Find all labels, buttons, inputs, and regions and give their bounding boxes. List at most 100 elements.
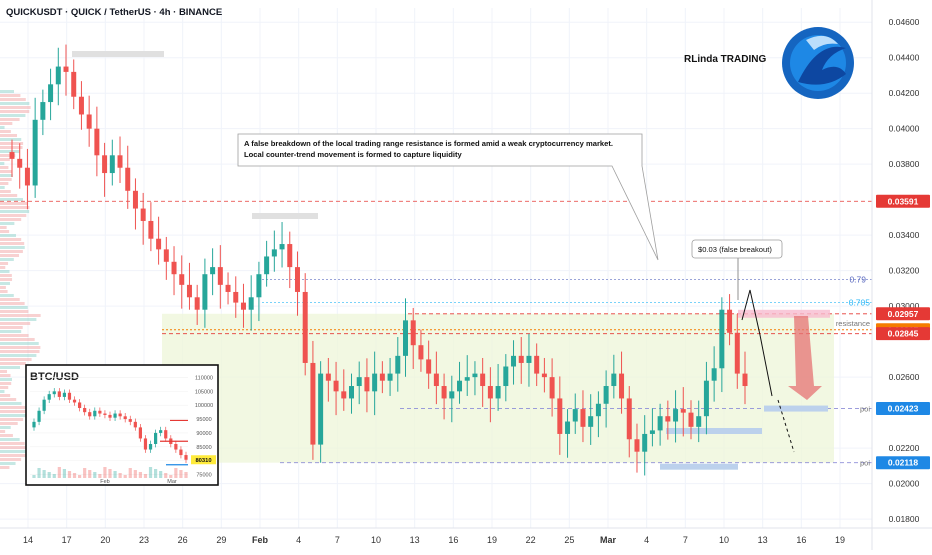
candle-body [511, 355, 517, 367]
btc-tick-label: 85000 [196, 445, 211, 451]
btc-volume-bar [113, 471, 117, 478]
volume-profile-bar [0, 154, 16, 157]
poi-highlight [660, 463, 738, 470]
price-tick-label: 0.04200 [889, 88, 920, 98]
volume-profile-bar [0, 110, 30, 113]
candle-body [541, 373, 547, 378]
time-tick-label: 19 [835, 535, 845, 545]
volume-profile-bar [0, 418, 24, 421]
candle-body [40, 102, 46, 120]
candle-body [310, 362, 316, 445]
note-line-1: A false breakdown of the local trading r… [244, 139, 613, 148]
btc-volume-bar [32, 475, 36, 478]
candle-body [78, 96, 84, 115]
candle-body [649, 430, 655, 434]
candle-body [341, 391, 347, 399]
btc-volume-bar [164, 473, 168, 478]
btc-volume-bar [154, 469, 158, 478]
volume-profile-bar [0, 270, 10, 273]
volume-profile-bar [0, 402, 22, 405]
volume-profile-bar [0, 194, 18, 197]
btc-candle-body [143, 438, 148, 450]
price-tick-label: 0.02600 [889, 372, 920, 382]
price-tick-label: 0.03000 [889, 301, 920, 311]
price-tag-label: 0.03591 [888, 196, 919, 206]
btc-volume-bar [123, 475, 127, 478]
price-tag-label: 0.02423 [888, 404, 919, 414]
annotations: 0.79 0.705 resistance poi poi [737, 258, 870, 468]
time-tick-label: 25 [564, 535, 574, 545]
btc-volume-bar [184, 472, 188, 478]
volume-profile-bar [0, 254, 20, 257]
volume-profile-bar [0, 354, 37, 357]
volume-profile-bar [0, 258, 14, 261]
time-tick-label: 4 [644, 535, 649, 545]
price-tick-label: 0.04000 [889, 124, 920, 134]
volume-profile-bar [0, 178, 12, 181]
btc-volume-bar [93, 472, 97, 478]
volume-profile-bar [0, 466, 10, 469]
btc-inset[interactable]: BTC/USD 110000 105000 100000 95000 90000 8500… [25, 364, 219, 486]
btc-price-tag-label: 80310 [195, 458, 211, 464]
poi-highlight [666, 428, 762, 434]
btc-candle-body [67, 392, 72, 400]
candle-body [333, 380, 339, 392]
btc-candle-body [62, 392, 66, 397]
candle-body [603, 386, 609, 404]
time-tick-label: 7 [335, 535, 340, 545]
volume-profile-bar [0, 234, 16, 237]
btc-candle-body [113, 413, 117, 418]
btc-candle-body [148, 444, 153, 450]
candle-body [248, 297, 254, 310]
btc-volume-bar [174, 468, 178, 478]
candle-body [611, 373, 617, 387]
candle-body [32, 119, 38, 186]
candle-body [642, 433, 648, 452]
time-tick-label: 13 [410, 535, 420, 545]
candle-body [565, 421, 571, 434]
candle-body [734, 332, 740, 374]
candle-body [186, 284, 192, 298]
volume-profile-bar [0, 346, 41, 349]
candle-body [132, 190, 138, 209]
btc-volume-bar [138, 472, 142, 478]
candle-body [696, 416, 702, 427]
btc-volume-bar [179, 470, 183, 478]
volume-profile-bar [0, 342, 39, 345]
candle-body [441, 386, 447, 399]
volume-profile-bar [0, 226, 7, 229]
candle-body [217, 267, 223, 285]
candle-body [403, 320, 409, 356]
btc-volume-bar [118, 473, 122, 478]
candle-body [742, 373, 748, 387]
btc-volume-bar [143, 474, 148, 478]
candle-body [71, 71, 77, 97]
candle-body [549, 377, 555, 399]
candle-body [433, 373, 439, 387]
time-tick-label: 13 [758, 535, 768, 545]
candle-body [17, 158, 23, 168]
candle-body [395, 355, 401, 374]
volume-profile-bar [0, 426, 11, 429]
candle-body [580, 409, 586, 427]
candle-body [534, 355, 540, 374]
volume-profile-bar [0, 314, 41, 317]
btc-volume-bar [67, 471, 72, 478]
time-tick-label: 29 [216, 535, 226, 545]
btc-candle-body [159, 430, 163, 433]
candle-body [356, 377, 362, 387]
volume-profile-bar [0, 150, 20, 153]
candle-body [572, 409, 578, 422]
volume-profile-bar [0, 210, 30, 213]
volume-profile-bar [0, 282, 10, 285]
time-tick-label: 26 [178, 535, 188, 545]
price-tick-label: 0.04600 [889, 17, 920, 27]
price-tag [876, 402, 930, 416]
candle-body [487, 386, 493, 399]
volume-profile-bar [0, 414, 27, 417]
btc-candle-body [78, 402, 82, 408]
volume-profile-bar [0, 306, 28, 309]
btc-volume-bar [103, 467, 107, 478]
candle-body [727, 309, 733, 333]
